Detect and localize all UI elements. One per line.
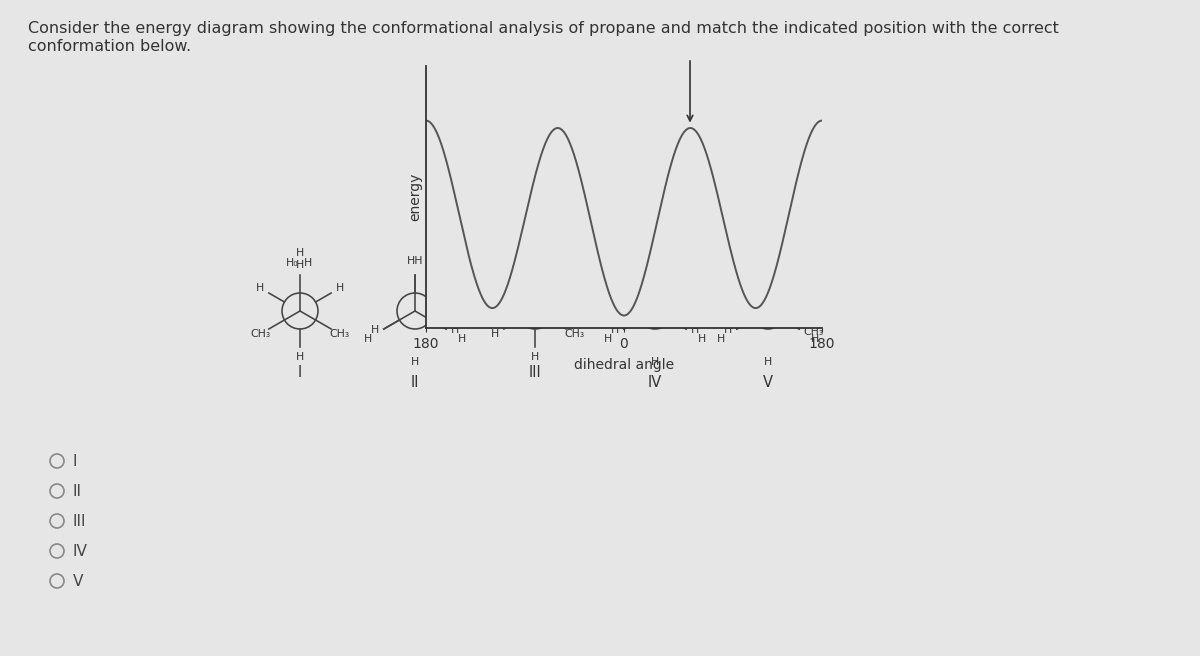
Text: H: H	[491, 283, 499, 293]
Text: H: H	[457, 334, 466, 344]
Text: CH₃: CH₃	[565, 329, 584, 339]
Text: II: II	[410, 375, 419, 390]
Text: conformation below.: conformation below.	[28, 39, 191, 54]
Y-axis label: energy: energy	[408, 173, 422, 221]
Text: H: H	[691, 325, 698, 335]
Text: H: H	[764, 357, 772, 367]
Text: H: H	[604, 334, 612, 344]
Text: H: H	[491, 329, 499, 339]
X-axis label: dihedral angle: dihedral angle	[574, 358, 674, 372]
Text: IV: IV	[648, 375, 662, 390]
Text: H: H	[530, 260, 539, 270]
Text: H: H	[410, 357, 419, 367]
Text: Consider the energy diagram showing the conformational analysis of propane and m: Consider the energy diagram showing the …	[28, 21, 1058, 36]
Text: H: H	[571, 283, 578, 293]
Text: HCH₃: HCH₃	[754, 254, 782, 264]
Text: H₀: H₀	[286, 258, 299, 268]
Text: II: II	[73, 483, 82, 499]
Text: CH₃: CH₃	[250, 329, 270, 339]
Text: III: III	[529, 365, 541, 380]
Text: I: I	[73, 453, 78, 468]
Text: III: III	[73, 514, 86, 529]
Text: H: H	[364, 334, 372, 344]
Text: IV: IV	[73, 544, 88, 558]
Text: H: H	[697, 334, 706, 344]
Text: H: H	[530, 352, 539, 362]
Text: V: V	[763, 375, 773, 390]
Text: HCH₃: HCH₃	[641, 254, 670, 264]
Text: I: I	[298, 365, 302, 380]
Text: H: H	[336, 283, 344, 293]
Text: H: H	[524, 258, 532, 268]
Text: H: H	[650, 357, 659, 367]
Text: H: H	[296, 260, 304, 270]
Text: CH₃: CH₃	[804, 327, 824, 337]
Text: H: H	[296, 352, 304, 362]
Text: H: H	[724, 325, 732, 335]
Text: H: H	[371, 325, 379, 335]
Text: H: H	[611, 325, 619, 335]
Text: HH: HH	[407, 256, 424, 266]
Text: H: H	[811, 334, 818, 344]
Text: V: V	[73, 573, 83, 588]
Text: H: H	[451, 325, 458, 335]
Text: H: H	[304, 258, 312, 268]
Text: H: H	[256, 283, 264, 293]
Text: CH₃: CH₃	[535, 253, 556, 263]
Text: CH₃: CH₃	[330, 329, 350, 339]
Text: H: H	[718, 334, 725, 344]
Text: H: H	[296, 248, 304, 258]
